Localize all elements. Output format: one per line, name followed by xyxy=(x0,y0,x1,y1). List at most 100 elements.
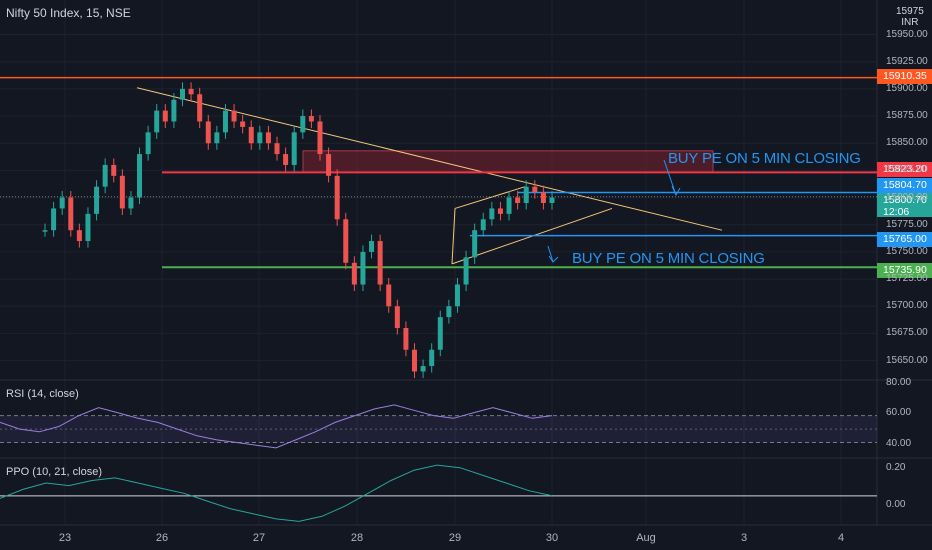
candle-body xyxy=(497,208,503,214)
candle-body xyxy=(257,132,263,144)
candle-body xyxy=(369,241,375,252)
y-tick-label: 15775.00 xyxy=(886,218,928,230)
annotation-buy-pe-top: BUY PE ON 5 MIN CLOSING xyxy=(668,150,861,167)
candle-body xyxy=(128,197,134,209)
candle-body xyxy=(291,132,297,165)
candle-body xyxy=(300,116,306,133)
candle-body xyxy=(377,241,383,285)
candle-body xyxy=(472,230,478,258)
rsi-tick-60: 60.00 xyxy=(886,407,912,418)
candle-body xyxy=(68,197,74,231)
candle-body xyxy=(162,110,168,122)
candle-body xyxy=(334,175,340,220)
candle-body xyxy=(308,116,314,122)
rsi-tick-80: 80.00 xyxy=(886,377,912,388)
x-tick-label: 28 xyxy=(350,532,364,544)
candle-body xyxy=(240,121,246,127)
candle-body xyxy=(188,88,194,95)
candle-body xyxy=(523,186,529,203)
candle-body xyxy=(51,208,57,231)
candle-body xyxy=(94,186,100,214)
triangle-left-edge xyxy=(451,208,456,264)
candle-body xyxy=(42,230,48,232)
ppo-line xyxy=(0,464,553,522)
candle-body xyxy=(506,197,512,214)
candle-body xyxy=(412,349,418,372)
y-tick-label: 15750.00 xyxy=(886,245,928,257)
candle-body xyxy=(343,219,349,263)
candle-body xyxy=(137,154,143,198)
price-tag-15910: 15910.35 xyxy=(877,69,932,84)
candle-body xyxy=(515,197,521,203)
y-tick-label: 15650.00 xyxy=(886,354,928,366)
candle-body xyxy=(403,328,409,350)
chart-title: Nifty 50 Index, 15, NSE xyxy=(6,6,131,20)
candle-body xyxy=(214,132,220,144)
triangle-upper-line xyxy=(454,186,526,209)
x-tick-label: 29 xyxy=(448,532,462,544)
candle-body xyxy=(197,94,203,122)
candle-body xyxy=(111,164,117,176)
candle-body xyxy=(119,175,125,209)
rsi-tick-40: 40.00 xyxy=(886,438,912,449)
candle-body xyxy=(283,154,289,165)
annotation-arrow-top xyxy=(663,159,681,197)
candle-body xyxy=(317,121,323,155)
x-tick-label: 3 xyxy=(740,532,748,544)
ppo-label[interactable]: PPO (10, 21, close) xyxy=(6,466,102,478)
candle-body xyxy=(360,251,366,285)
candle-body xyxy=(446,306,452,318)
candle-body xyxy=(549,197,555,203)
candle-body xyxy=(351,262,357,285)
currency-label[interactable]: 15975 INR xyxy=(896,6,924,28)
candle-body xyxy=(248,126,254,144)
x-tick-label: 23 xyxy=(58,532,72,544)
annotation-arrow-bottom xyxy=(547,245,559,263)
y-tick-label: 15950.00 xyxy=(886,28,928,40)
ppo-tick-020: 0.20 xyxy=(886,462,906,473)
candle-body xyxy=(394,306,400,328)
candle-body xyxy=(326,154,332,176)
candle-body xyxy=(454,284,460,307)
candle-body xyxy=(145,132,151,155)
y-tick-label: 15800.00 xyxy=(886,191,928,203)
candle-body xyxy=(274,143,280,155)
rsi-label[interactable]: RSI (14, close) xyxy=(6,388,79,400)
candle-body xyxy=(59,197,65,209)
price-tag-15765: 15765.00 xyxy=(877,232,932,247)
price-tag-last: 15800.70 12:06 xyxy=(877,193,932,218)
candle-body xyxy=(480,219,486,231)
y-tick-label: 15875.00 xyxy=(886,110,928,122)
x-tick-label: 4 xyxy=(837,532,845,544)
y-tick-label: 15675.00 xyxy=(886,327,928,339)
y-tick-label: 15850.00 xyxy=(886,137,928,149)
candle-body xyxy=(489,208,495,220)
candle-body xyxy=(154,110,160,133)
candle-body xyxy=(85,213,91,242)
candle-body xyxy=(463,257,469,285)
candle-body xyxy=(532,186,538,193)
x-tick-label: Aug xyxy=(636,532,656,544)
y-tick-label: 15825.00 xyxy=(886,164,928,176)
y-tick-label: 15700.00 xyxy=(886,300,928,312)
candle-body xyxy=(265,132,271,144)
candle-body xyxy=(171,99,177,122)
candle-body xyxy=(540,192,546,203)
candle-body xyxy=(76,230,82,242)
x-tick-label: 26 xyxy=(155,532,169,544)
rsi-line xyxy=(0,404,553,449)
last-price: 15800.70 xyxy=(883,194,927,206)
candle-body xyxy=(231,110,237,122)
candle-body xyxy=(386,284,392,307)
x-tick-label: 30 xyxy=(545,532,559,544)
currency-top: 15975 xyxy=(896,6,924,17)
ppo-tick-000: 0.00 xyxy=(886,499,906,510)
y-tick-label: 15900.00 xyxy=(886,82,928,94)
candle-body xyxy=(179,88,185,100)
candle-body xyxy=(437,317,443,350)
candle-body xyxy=(205,121,211,144)
candle-body xyxy=(102,164,108,187)
candle-body xyxy=(420,366,426,372)
candle-body xyxy=(429,349,435,367)
